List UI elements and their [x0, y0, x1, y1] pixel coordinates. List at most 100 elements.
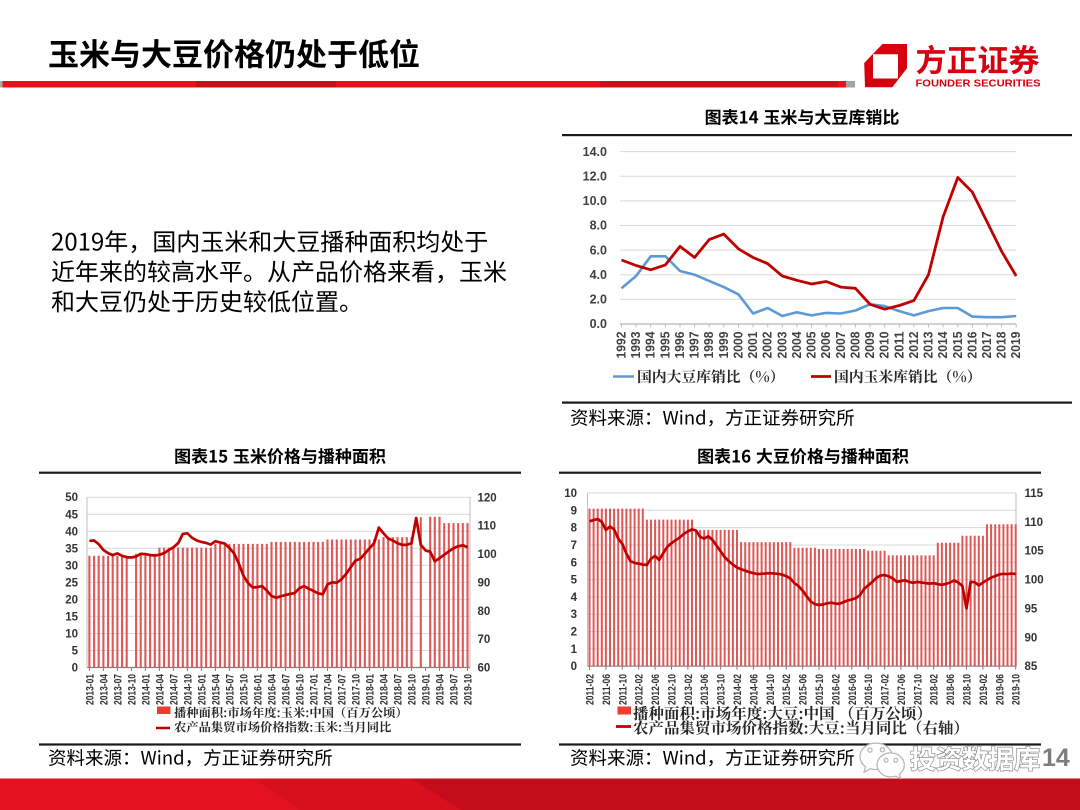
svg-text:40: 40: [65, 526, 78, 538]
svg-text:2016-02: 2016-02: [830, 674, 842, 705]
svg-text:2015-02: 2015-02: [781, 674, 793, 705]
svg-text:2016-01: 2016-01: [252, 674, 264, 705]
svg-text:2006: 2006: [819, 331, 833, 358]
svg-text:8: 8: [571, 523, 578, 535]
svg-text:2019-10: 2019-10: [1011, 674, 1023, 705]
svg-text:0.0: 0.0: [590, 317, 607, 331]
svg-text:2013-07: 2013-07: [112, 674, 124, 705]
svg-text:1996: 1996: [673, 331, 687, 358]
svg-text:5: 5: [571, 575, 578, 587]
svg-text:105: 105: [1025, 546, 1045, 558]
svg-text:2001: 2001: [746, 331, 760, 358]
svg-text:6.0: 6.0: [590, 243, 607, 257]
svg-text:110: 110: [478, 521, 497, 533]
svg-text:45: 45: [65, 509, 78, 521]
svg-text:2019-02: 2019-02: [978, 674, 990, 705]
svg-text:7: 7: [571, 540, 577, 552]
svg-text:2012-06: 2012-06: [650, 674, 662, 705]
svg-text:2013-02: 2013-02: [683, 674, 695, 705]
svg-text:2015: 2015: [951, 331, 965, 358]
svg-text:12.0: 12.0: [583, 169, 607, 183]
svg-text:115: 115: [1025, 488, 1044, 500]
svg-text:2018-06: 2018-06: [945, 674, 957, 705]
svg-text:10: 10: [564, 488, 577, 500]
svg-text:4: 4: [571, 592, 578, 604]
svg-text:2015-10: 2015-10: [814, 674, 826, 705]
svg-text:1995: 1995: [658, 331, 672, 358]
svg-text:2011: 2011: [892, 331, 906, 358]
svg-text:60: 60: [478, 663, 491, 675]
svg-text:2002: 2002: [761, 331, 775, 358]
svg-text:2017-04: 2017-04: [323, 673, 335, 705]
svg-text:FOUNDER SECURITIES: FOUNDER SECURITIES: [916, 78, 1041, 90]
svg-text:8.0: 8.0: [590, 219, 607, 233]
svg-text:2012: 2012: [907, 331, 921, 358]
svg-text:2013-04: 2013-04: [98, 673, 110, 705]
svg-text:100: 100: [478, 549, 497, 561]
svg-text:2014: 2014: [936, 331, 950, 358]
svg-text:2019: 2019: [1009, 331, 1023, 358]
svg-text:2016-06: 2016-06: [847, 674, 859, 705]
svg-text:1994: 1994: [644, 331, 658, 358]
svg-text:2013-01: 2013-01: [84, 674, 96, 705]
svg-text:2012-02: 2012-02: [634, 674, 646, 705]
svg-text:85: 85: [1025, 661, 1038, 673]
svg-text:2011-10: 2011-10: [617, 674, 629, 705]
svg-text:2019-06: 2019-06: [994, 674, 1006, 705]
svg-text:14.0: 14.0: [583, 145, 607, 159]
svg-text:2011-06: 2011-06: [601, 674, 613, 705]
svg-text:50: 50: [65, 492, 78, 504]
svg-text:1997: 1997: [688, 331, 702, 358]
svg-text:25: 25: [65, 577, 78, 589]
svg-text:2012-10: 2012-10: [667, 674, 679, 705]
svg-text:2019-04: 2019-04: [435, 673, 447, 705]
svg-text:2.0: 2.0: [590, 293, 607, 307]
svg-text:30: 30: [65, 560, 78, 572]
svg-text:2009: 2009: [863, 331, 877, 358]
svg-text:9: 9: [571, 505, 577, 517]
svg-text:2014-06: 2014-06: [748, 674, 760, 705]
svg-text:10: 10: [65, 629, 78, 641]
svg-text:2016-04: 2016-04: [267, 673, 279, 705]
svg-text:3: 3: [571, 609, 577, 621]
svg-text:2017-02: 2017-02: [880, 674, 892, 705]
svg-text:120: 120: [478, 492, 497, 504]
svg-text:2016-10: 2016-10: [863, 674, 875, 705]
svg-text:2014-02: 2014-02: [732, 674, 744, 705]
svg-text:2015-04: 2015-04: [210, 673, 222, 705]
svg-text:2004: 2004: [790, 331, 804, 358]
svg-text:2011-02: 2011-02: [585, 674, 597, 705]
svg-text:2018: 2018: [995, 331, 1009, 358]
svg-text:6: 6: [571, 557, 577, 569]
svg-text:2017-07: 2017-07: [337, 674, 349, 705]
svg-text:2013: 2013: [922, 331, 936, 358]
svg-text:35: 35: [65, 543, 78, 555]
svg-text:2013-10: 2013-10: [126, 674, 138, 705]
svg-text:90: 90: [1025, 632, 1038, 644]
svg-text:2007: 2007: [834, 331, 848, 358]
svg-text:0: 0: [72, 663, 78, 675]
svg-text:1992: 1992: [615, 331, 629, 358]
svg-text:2013-10: 2013-10: [716, 674, 728, 705]
svg-text:1993: 1993: [629, 331, 643, 358]
svg-text:2014-10: 2014-10: [765, 674, 777, 705]
svg-text:2017-01: 2017-01: [309, 674, 321, 705]
svg-text:1: 1: [571, 644, 578, 656]
svg-text:2017-10: 2017-10: [351, 674, 363, 705]
svg-text:1998: 1998: [702, 331, 716, 358]
svg-text:80: 80: [478, 606, 491, 618]
svg-text:2018-10: 2018-10: [407, 674, 419, 705]
svg-text:5: 5: [72, 646, 79, 658]
svg-text:70: 70: [478, 634, 491, 646]
svg-text:2015-07: 2015-07: [224, 674, 236, 705]
svg-text:2016: 2016: [965, 331, 979, 358]
svg-text:2003: 2003: [775, 331, 789, 358]
svg-text:2015-10: 2015-10: [238, 674, 250, 705]
svg-text:2013-06: 2013-06: [699, 674, 711, 705]
svg-text:2018-07: 2018-07: [393, 674, 405, 705]
svg-text:2018-04: 2018-04: [379, 673, 391, 705]
svg-text:110: 110: [1025, 517, 1044, 529]
svg-text:2016-10: 2016-10: [295, 674, 307, 705]
svg-text:2018-01: 2018-01: [365, 674, 377, 705]
svg-text:0: 0: [571, 661, 577, 673]
